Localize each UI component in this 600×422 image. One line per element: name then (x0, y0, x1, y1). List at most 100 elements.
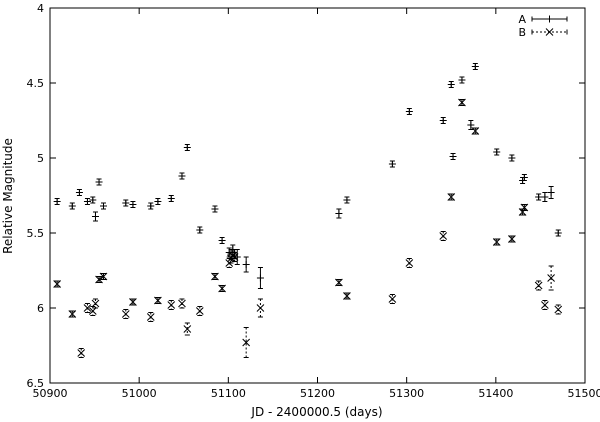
series-a-point (554, 229, 562, 237)
series-b-point (218, 284, 226, 293)
series-b-point (167, 300, 176, 310)
series-b-point (343, 292, 351, 300)
series-a-point (68, 202, 76, 210)
series-a-point (335, 208, 343, 219)
cross-marker (91, 299, 100, 308)
series-b-point (91, 298, 100, 309)
data-points (53, 63, 563, 358)
series-a-point (53, 198, 61, 205)
y-tick-label: 4.5 (27, 77, 45, 90)
cross-marker (129, 298, 137, 306)
series-a-point (89, 196, 97, 204)
y-tick-label: 5 (37, 152, 44, 165)
series-a-point (520, 174, 528, 181)
cross-marker (178, 299, 186, 308)
series-a-point (535, 193, 543, 201)
series-b-point (88, 306, 97, 316)
series-a-point (167, 195, 175, 202)
series-b-point (554, 304, 563, 315)
cross-marker (230, 253, 239, 261)
series-a-point (129, 201, 137, 208)
y-tick-label: 6 (37, 302, 44, 315)
series-b-point (129, 298, 137, 306)
cross-marker (520, 203, 529, 212)
series-b-point (68, 310, 77, 318)
cross-marker (167, 301, 176, 309)
series-a-point (471, 63, 479, 70)
cross-marker (534, 281, 543, 290)
series-b-point (405, 258, 414, 268)
cross-marker (83, 304, 92, 312)
series-b-point (508, 235, 516, 243)
series-b-point (541, 300, 549, 310)
cross-marker (53, 280, 61, 288)
legend: AB (518, 13, 568, 39)
series-a-point (449, 153, 457, 160)
cross-marker (388, 295, 397, 303)
plot-frame (49, 7, 586, 384)
series-b-point (195, 306, 204, 316)
series-a-point (183, 144, 191, 151)
series-b-point (492, 238, 501, 246)
cross-marker (154, 296, 162, 305)
cross-marker (439, 232, 448, 240)
y-axis-label: Relative Magnitude (1, 138, 15, 254)
cross-marker (492, 238, 501, 246)
series-b-point (242, 327, 251, 358)
axis-ticks (49, 7, 586, 384)
series-a-point (178, 172, 186, 180)
series-b-point (230, 252, 239, 262)
cross-marker (471, 127, 480, 135)
cross-marker (146, 313, 155, 321)
cross-marker (218, 284, 226, 293)
cross-marker (458, 98, 466, 107)
cross-marker (335, 278, 343, 287)
series-a-point (467, 120, 475, 130)
cross-marker (68, 310, 77, 318)
cross-marker (447, 193, 456, 201)
x-axis-label: JD - 2400000.5 (days) (250, 405, 382, 419)
cross-marker (547, 274, 555, 282)
series-a-point (458, 76, 466, 84)
cross-marker (554, 305, 563, 314)
cross-marker (405, 259, 414, 267)
cross-marker (195, 307, 204, 315)
series-b-point (154, 296, 162, 305)
x-tick-label: 50900 (33, 387, 68, 400)
series-b-point (83, 303, 92, 313)
series-b-point (458, 98, 466, 107)
cross-marker (77, 349, 86, 357)
series-a-point (100, 202, 107, 210)
series-b-point (388, 294, 397, 304)
series-b-point (256, 298, 265, 318)
series-a-point (439, 117, 447, 124)
legend-label-a: A (518, 13, 526, 26)
series-b-point (183, 322, 192, 336)
series-b-point (335, 278, 343, 287)
series-b-point (471, 127, 480, 135)
y-tick-label: 4 (37, 2, 44, 15)
series-b-point (439, 231, 448, 241)
cross-marker (242, 338, 251, 347)
series-a-point (95, 178, 103, 186)
series-a-point (541, 192, 549, 202)
x-tick-label: 51500 (568, 387, 600, 400)
x-tick-label: 51300 (389, 387, 424, 400)
series-a-point (343, 196, 351, 204)
legend-cross-marker (545, 28, 554, 36)
legend-label-b: B (518, 26, 526, 39)
series-b-point (99, 272, 108, 281)
series-b-point (534, 280, 543, 291)
series-a-point (211, 205, 219, 213)
series-a-point (218, 237, 226, 244)
series-b-point (447, 193, 456, 201)
cross-marker (99, 272, 108, 281)
series-a-point (75, 189, 83, 196)
cross-marker (518, 208, 527, 216)
series-a-point (508, 154, 516, 162)
series-b-point (121, 309, 130, 319)
series-b-point (547, 265, 555, 291)
cross-marker (121, 310, 130, 318)
series-b-point (146, 312, 155, 322)
